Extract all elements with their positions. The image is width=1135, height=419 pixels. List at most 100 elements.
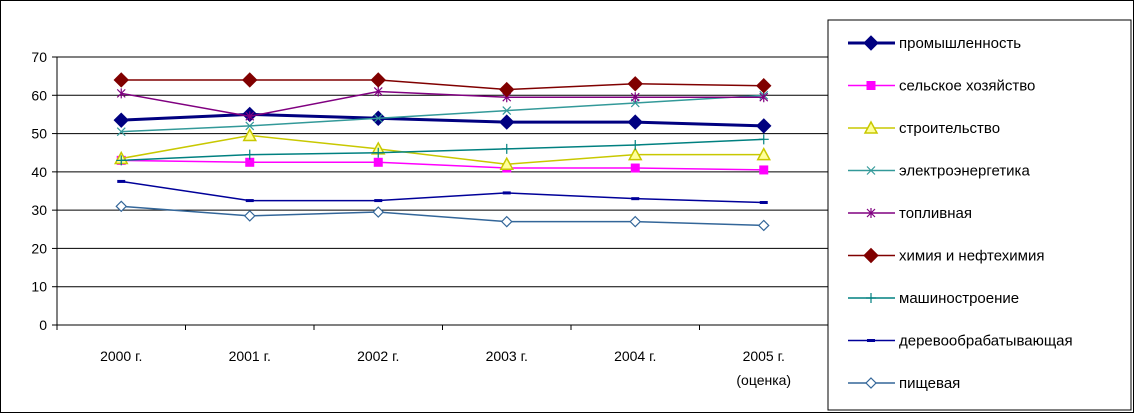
data-point <box>629 215 642 228</box>
x-tick-label: 2001 г. <box>229 348 271 364</box>
series-path <box>121 112 764 128</box>
y-tick-label: 50 <box>31 126 47 142</box>
data-point <box>501 143 512 154</box>
data-point <box>373 157 383 167</box>
legend-item: пищевая <box>848 375 960 392</box>
data-point <box>115 200 128 213</box>
data-point <box>374 199 383 203</box>
legend-item: электроэнергетика <box>848 163 1030 180</box>
legend-label: строительство <box>899 120 1000 137</box>
data-point <box>116 127 126 137</box>
series-line <box>117 179 768 204</box>
series-path <box>121 180 764 204</box>
series-path <box>121 134 764 165</box>
series-path <box>121 94 764 133</box>
y-tick-label: 70 <box>31 49 47 65</box>
data-point <box>630 140 641 151</box>
y-tick-label: 60 <box>31 87 47 103</box>
series-path <box>121 205 764 227</box>
x-tick-label: 2003 г. <box>486 348 528 364</box>
data-point <box>502 191 511 195</box>
data-point <box>866 208 876 218</box>
series-line <box>115 200 770 232</box>
legend-item: машиностроение <box>848 290 1019 307</box>
data-point <box>245 157 255 167</box>
data-point <box>116 88 126 99</box>
data-point <box>627 114 643 130</box>
data-point <box>242 127 258 142</box>
data-point <box>757 219 770 232</box>
legend-item: строительство <box>848 120 1000 137</box>
x-tick-label: 2004 г. <box>614 348 656 364</box>
x-tick-label: 2005 г. <box>743 348 785 364</box>
data-point <box>117 179 126 183</box>
data-point <box>499 156 515 170</box>
y-tick-label: 20 <box>31 240 47 256</box>
legend-item: промышленность <box>848 35 1021 52</box>
data-point <box>245 199 254 203</box>
data-point <box>756 147 772 161</box>
data-point <box>244 149 255 160</box>
data-point <box>373 147 384 158</box>
legend-item: химия и нефтехимия <box>848 248 1044 265</box>
data-point <box>863 247 879 264</box>
data-point <box>863 35 879 51</box>
x-tick-label: 2002 г. <box>357 348 399 364</box>
data-point <box>500 215 513 228</box>
data-point <box>865 377 877 389</box>
data-point <box>866 293 876 303</box>
series-line <box>113 72 772 98</box>
legend-item: топливная <box>848 205 972 222</box>
legend-item: сельское хозяйство <box>848 78 1035 95</box>
legend-label: промышленность <box>899 35 1021 52</box>
data-point <box>502 106 512 116</box>
series-line <box>116 134 769 166</box>
data-point <box>245 121 255 131</box>
y-tick-label: 10 <box>31 279 47 295</box>
data-point <box>756 118 772 134</box>
data-point <box>630 92 640 103</box>
y-tick-label: 30 <box>31 202 47 218</box>
data-point <box>245 111 255 122</box>
legend-label: пищевая <box>899 375 960 392</box>
data-point <box>759 200 768 204</box>
legend-label: химия и нефтехимия <box>899 248 1044 265</box>
legend-label: сельское хозяйство <box>899 78 1035 95</box>
data-point <box>627 76 643 92</box>
series-line <box>116 90 769 137</box>
data-point <box>630 163 640 173</box>
data-point <box>866 81 876 90</box>
y-tick-label: 0 <box>39 317 47 333</box>
data-point <box>373 86 383 97</box>
series-path <box>121 159 764 171</box>
series-path <box>121 79 764 91</box>
data-point <box>372 206 385 218</box>
data-point <box>866 166 876 175</box>
data-point <box>631 197 640 201</box>
legend-label: машиностроение <box>899 290 1019 307</box>
legend-label: электроэнергетика <box>899 163 1030 180</box>
data-point <box>627 147 643 161</box>
data-point <box>499 114 515 130</box>
data-point <box>759 92 769 103</box>
data-point <box>499 81 515 98</box>
series-line <box>113 106 772 134</box>
x-tick-label: (оценка) <box>736 372 791 388</box>
data-point <box>113 112 129 128</box>
data-point <box>113 72 129 88</box>
data-point <box>758 134 769 145</box>
data-point <box>370 72 386 88</box>
data-point <box>863 120 879 134</box>
data-point <box>242 72 258 88</box>
series-path <box>121 138 764 162</box>
y-tick-label: 40 <box>31 164 47 180</box>
data-point <box>756 78 772 94</box>
series-path <box>121 90 764 118</box>
x-tick-label: 2000 г. <box>100 348 142 364</box>
legend-item: деревообрабатывающая <box>848 333 1073 350</box>
data-point <box>243 210 256 222</box>
data-point <box>867 339 875 342</box>
legend-label: топливная <box>899 205 972 222</box>
